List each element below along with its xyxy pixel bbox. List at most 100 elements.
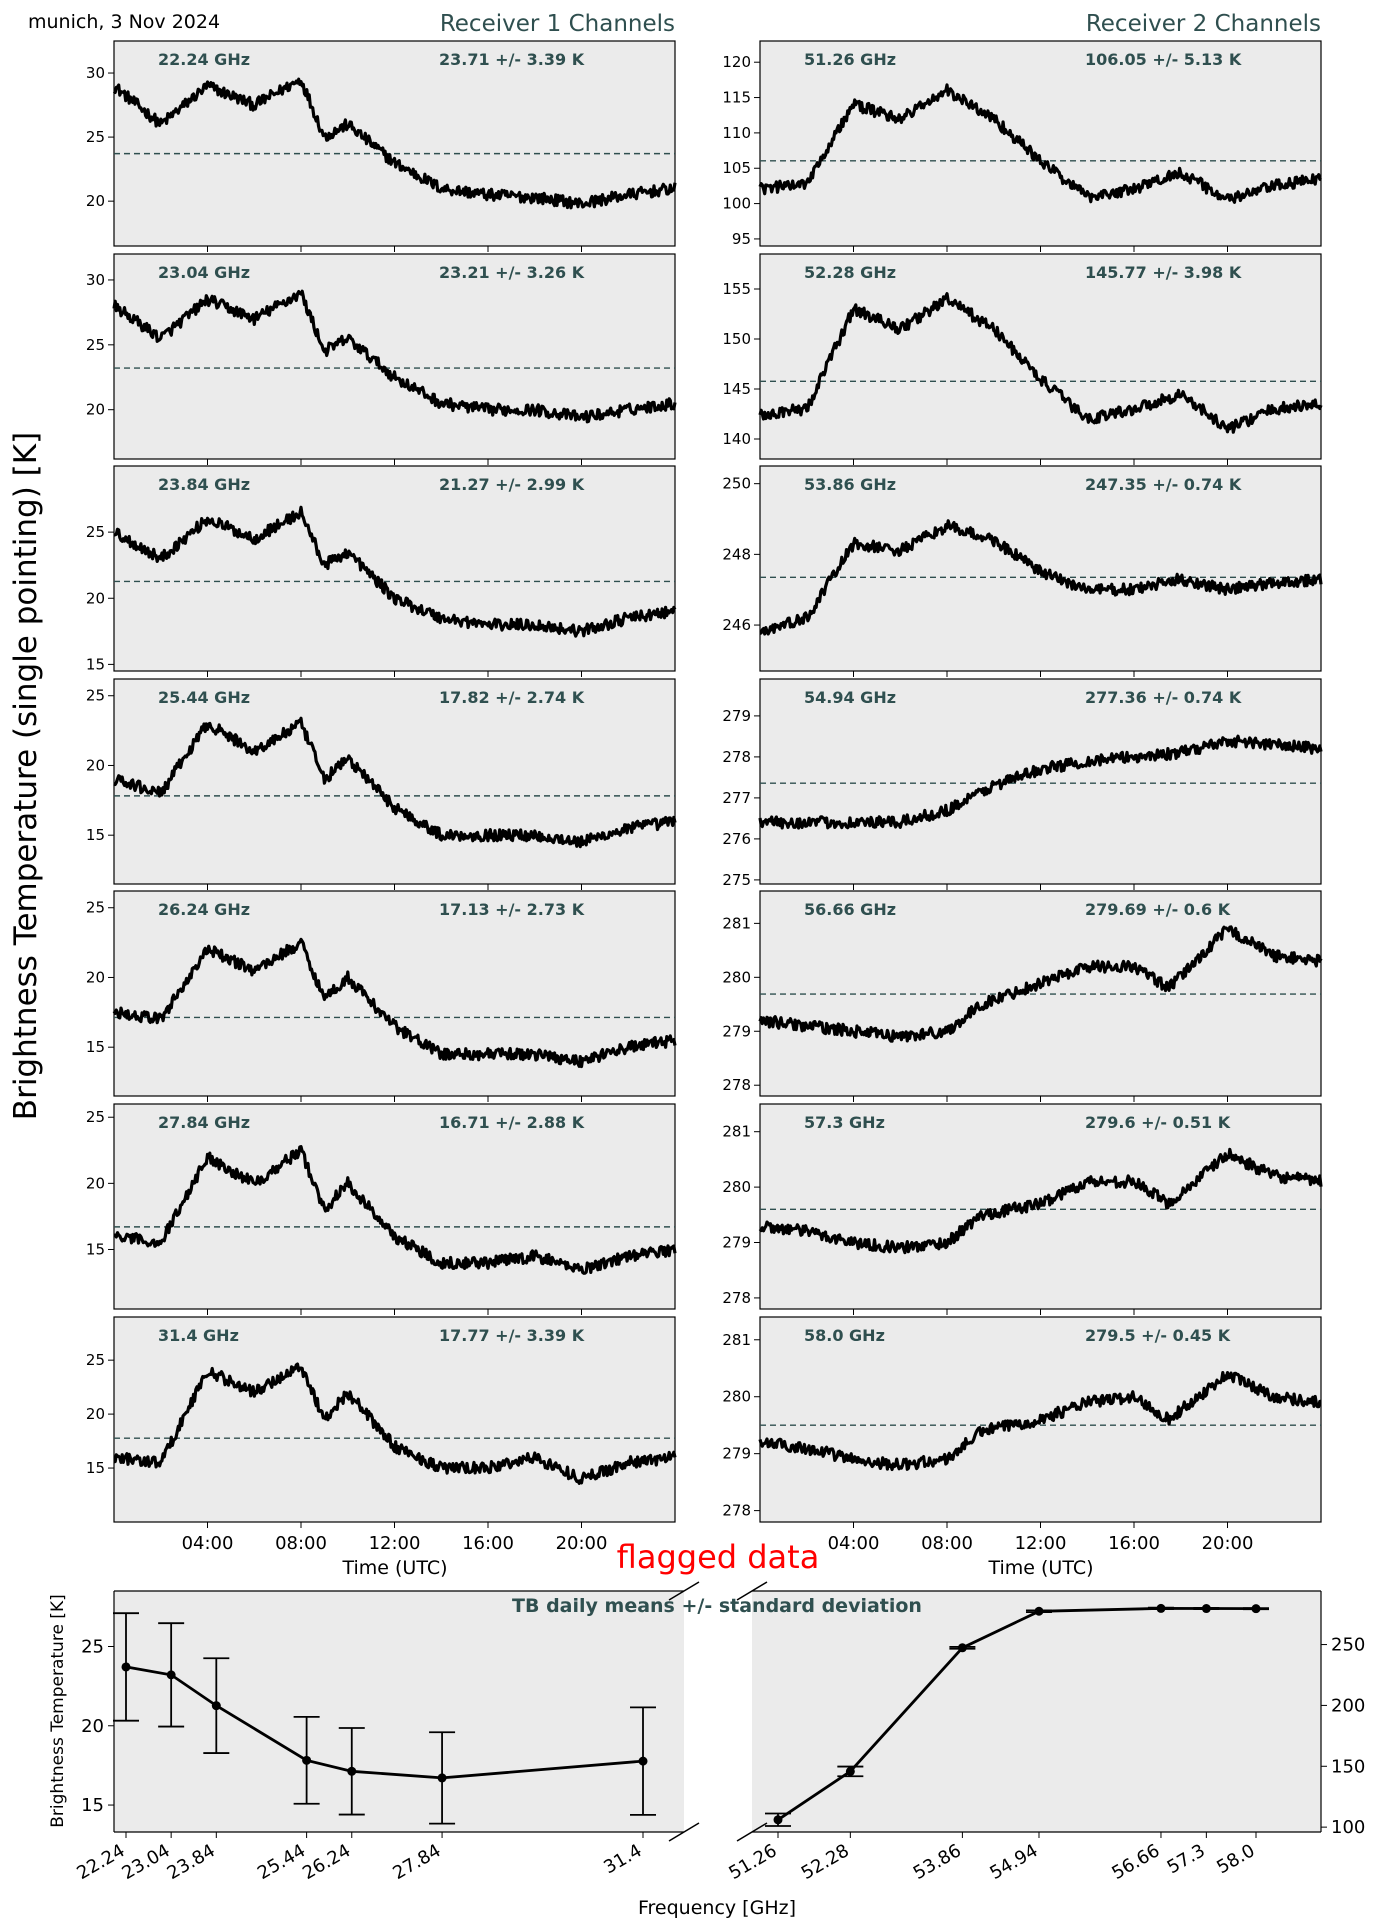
y-axis-label: Brightness Temperature (single pointing)…	[8, 432, 44, 1120]
y-tick-label: 276	[722, 830, 751, 848]
mean-point	[166, 1670, 176, 1680]
summary-x-tick-label: 25.44	[254, 1840, 309, 1884]
y-tick-label: 278	[722, 748, 751, 766]
y-tick-label: 25	[86, 1351, 105, 1369]
x-tick-label: 20:00	[1202, 1533, 1254, 1554]
mean-point	[347, 1766, 357, 1776]
y-tick-label: 15	[86, 1038, 105, 1056]
summary-x-tick-label: 54.94	[986, 1840, 1041, 1884]
y-tick-label: 140	[722, 430, 751, 448]
channel-panel: 278 279 280 281 57.3 GHz 279.6 +/- 0.51 K	[722, 1103, 1323, 1315]
plot-area	[113, 1316, 676, 1523]
stat-label: 247.35 +/- 0.74 K	[1085, 475, 1242, 494]
y-tick-label: 25	[86, 336, 105, 354]
y-tick-label: 277	[722, 789, 751, 807]
axis-break-mark	[668, 1822, 700, 1842]
mean-point	[957, 1643, 967, 1653]
summary-y-axis-label: Brightness Temperature [K]	[48, 1594, 68, 1827]
stat-label: 23.71 +/- 3.39 K	[439, 50, 585, 69]
y-tick-label: 20	[86, 1405, 105, 1423]
y-tick-label: 20	[86, 589, 105, 607]
mean-point	[845, 1766, 855, 1776]
summary-plot-area-right	[752, 1591, 1321, 1832]
y-tick-label: 110	[722, 124, 751, 142]
stat-label: 17.77 +/- 3.39 K	[439, 1326, 585, 1345]
stat-label: 17.13 +/- 2.73 K	[439, 900, 585, 919]
channel-panel: 15 20 25 26.24 GHz 17.13 +/- 2.73 K	[86, 890, 677, 1102]
summary-chart: 15 20 25 100 150 200 250 Brightness Temperature…	[48, 1581, 1365, 1919]
site-date-label: munich, 3 Nov 2024	[28, 11, 220, 33]
summary-x-tick-label: 57.3	[1164, 1840, 1209, 1878]
summary-x-tick-label: 23.04	[119, 1840, 174, 1884]
stat-label: 106.05 +/- 5.13 K	[1085, 50, 1242, 69]
stat-label: 279.69 +/- 0.6 K	[1085, 900, 1231, 919]
stat-label: 16.71 +/- 2.88 K	[439, 1113, 585, 1132]
channel-panel: 15 20 25 25.44 GHz 17.82 +/- 2.74 K	[86, 678, 677, 890]
mean-point	[437, 1773, 447, 1783]
y-tick-label: 30	[86, 64, 105, 82]
summary-x-tick-label: 56.66	[1108, 1840, 1163, 1884]
y-tick-label: 278	[722, 1289, 751, 1307]
y-tick-label: 25	[86, 128, 105, 146]
plot-area	[759, 465, 1322, 672]
brightness-trace	[758, 1147, 1323, 1255]
channel-panel: 15 20 25 23.84 GHz 21.27 +/- 2.99 K	[86, 465, 677, 677]
summary-x-tick-label: 58.0	[1213, 1840, 1258, 1878]
summary-y2-tick-label: 150	[1331, 1756, 1365, 1777]
summary-y-tick-label: 20	[81, 1716, 104, 1737]
summary-x-tick-label: 52.28	[798, 1840, 853, 1884]
y-tick-label: 145	[722, 380, 751, 398]
channel-panel: 95 100 105 110 115 120 51.26 GHz 106.05 +/- 5.1…	[722, 40, 1322, 252]
summary-x-tick-label: 53.86	[910, 1840, 965, 1884]
x-tick-label: 20:00	[556, 1533, 608, 1554]
brightness-trace	[113, 505, 677, 638]
y-tick-label: 20	[86, 1174, 105, 1192]
summary-x-axis-label: Frequency [GHz]	[638, 1897, 796, 1919]
summary-y2-tick-label: 250	[1331, 1635, 1365, 1656]
summary-x-tick-label: 31.4	[600, 1840, 645, 1878]
frequency-label: 23.04 GHz	[158, 263, 250, 282]
channel-panel: 15 20 25 31.4 GHz 17.77 +/- 3.39 K 04:00 08:00…	[86, 1316, 677, 1554]
y-tick-label: 278	[722, 1502, 751, 1520]
y-tick-label: 25	[86, 1108, 105, 1126]
summary-y-tick-label: 15	[81, 1795, 104, 1816]
summary-plot-area-left	[114, 1591, 684, 1832]
frequency-label: 51.26 GHz	[804, 50, 896, 69]
y-tick-label: 281	[722, 914, 751, 932]
x-tick-label: 12:00	[1015, 1533, 1067, 1554]
x-tick-label: 12:00	[369, 1533, 421, 1554]
plot-area	[759, 253, 1322, 460]
mean-point	[1156, 1603, 1166, 1613]
mean-point	[773, 1815, 783, 1825]
y-tick-label: 20	[86, 401, 105, 419]
brightness-trace	[758, 925, 1323, 1043]
stat-label: 279.6 +/- 0.51 K	[1085, 1113, 1231, 1132]
channel-panel: 278 279 280 281 56.66 GHz 279.69 +/- 0.6 K	[722, 890, 1323, 1102]
plot-area	[113, 40, 676, 247]
summary-x-tick-label: 51.26	[725, 1840, 780, 1884]
summary-title: TB daily means +/- standard deviation	[512, 1595, 922, 1617]
plot-area	[113, 890, 676, 1097]
y-tick-label: 95	[732, 230, 751, 248]
plot-area	[113, 253, 676, 460]
summary-x-tick-label: 23.84	[164, 1840, 219, 1884]
brightness-trace	[112, 937, 677, 1069]
y-tick-label: 25	[86, 687, 105, 705]
stat-label: 145.77 +/- 3.98 K	[1085, 263, 1242, 282]
summary-x-tick-label: 26.24	[299, 1840, 354, 1884]
brightness-trace	[113, 1145, 677, 1275]
stat-label: 23.21 +/- 3.26 K	[439, 263, 585, 282]
frequency-label: 57.3 GHz	[804, 1113, 885, 1132]
frequency-label: 22.24 GHz	[158, 50, 250, 69]
y-tick-label: 100	[722, 195, 751, 213]
y-tick-label: 15	[86, 1459, 105, 1477]
y-tick-label: 15	[86, 1240, 105, 1258]
x-tick-label: 08:00	[275, 1533, 327, 1554]
x-tick-label: 08:00	[921, 1533, 973, 1554]
channel-panel: 20 25 30 22.24 GHz 23.71 +/- 3.39 K	[86, 40, 677, 252]
frequency-label: 27.84 GHz	[158, 1113, 250, 1132]
x-axis-label-right: Time (UTC)	[987, 1557, 1093, 1579]
brightness-trace	[758, 1371, 1322, 1472]
axis-break-mark	[736, 1822, 768, 1842]
